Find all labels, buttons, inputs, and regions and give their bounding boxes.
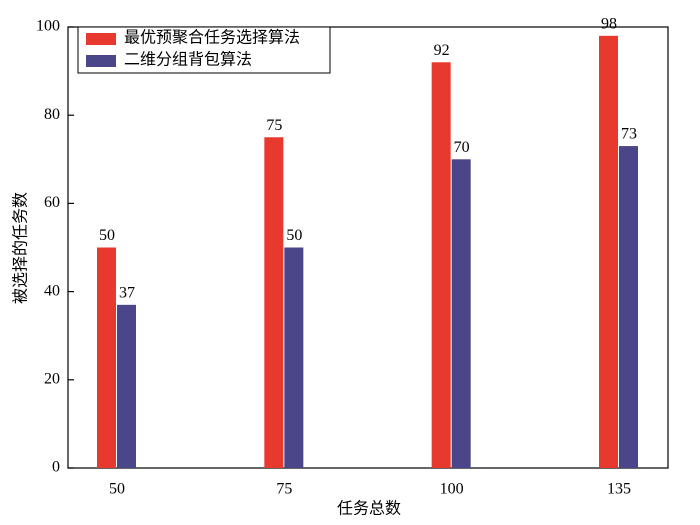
legend-label: 最优预聚合任务选择算法 (124, 28, 300, 47)
bar (264, 137, 284, 468)
value-label: 70 (454, 139, 470, 156)
bar (451, 159, 471, 469)
x-tick-label: 75 (276, 481, 292, 498)
value-label: 50 (99, 227, 115, 244)
y-tick-label: 100 (36, 18, 60, 35)
legend-swatch (86, 33, 116, 45)
y-tick-label: 40 (44, 282, 60, 299)
value-label: 75 (266, 117, 282, 134)
legend-label: 二维分组背包算法 (124, 50, 252, 69)
x-tick-label: 100 (440, 481, 464, 498)
x-axis-title: 任务总数 (337, 500, 401, 518)
legend-box (77, 26, 331, 74)
y-tick-label: 20 (44, 370, 60, 387)
bar (284, 247, 304, 468)
value-label: 73 (621, 126, 637, 143)
bar (431, 62, 451, 468)
y-tick-label: 80 (44, 106, 60, 123)
plot-frame (67, 26, 669, 469)
y-tick-label: 60 (44, 194, 60, 211)
value-label: 37 (119, 285, 135, 302)
value-label: 50 (286, 227, 302, 244)
y-tick-label: 0 (52, 459, 60, 476)
x-tick-label: 50 (109, 481, 125, 498)
bar (97, 247, 116, 468)
y-axis-title: 被选择的任务数 (12, 192, 30, 304)
legend-swatch (86, 55, 116, 67)
x-tick-label: 135 (607, 481, 631, 498)
bar (117, 304, 136, 468)
value-label: 92 (434, 42, 450, 59)
bar (619, 146, 638, 468)
value-label: 98 (601, 15, 617, 32)
bar (599, 35, 618, 468)
